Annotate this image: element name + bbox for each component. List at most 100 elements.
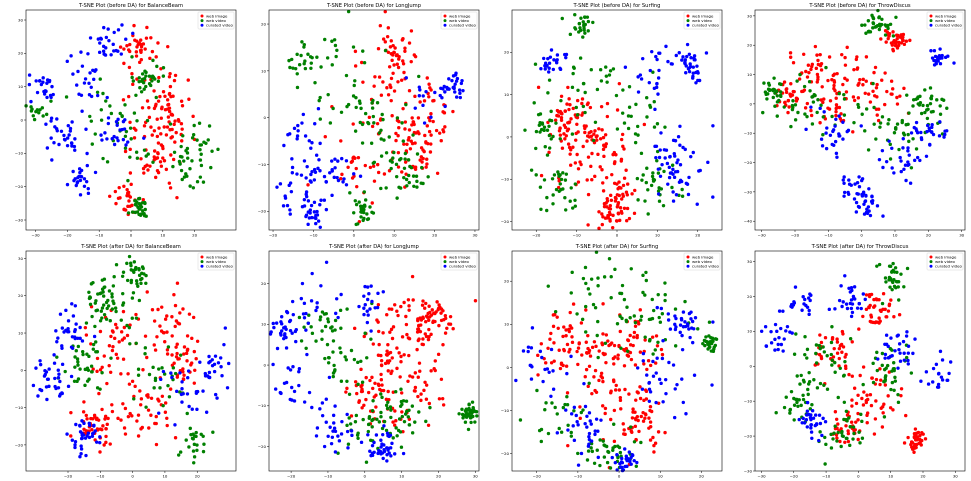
data-point — [93, 170, 98, 175]
data-point — [363, 331, 367, 335]
data-point — [427, 95, 431, 99]
data-point — [49, 99, 53, 103]
data-point — [673, 322, 677, 327]
data-point — [160, 105, 164, 109]
data-point — [136, 373, 141, 377]
data-point — [324, 420, 328, 424]
data-point — [324, 179, 328, 184]
data-point — [856, 96, 861, 100]
data-point — [280, 322, 284, 326]
data-point — [627, 450, 632, 454]
data-point — [945, 378, 949, 383]
data-point — [711, 320, 715, 324]
data-point — [559, 94, 564, 98]
data-point — [56, 386, 61, 390]
data-point — [107, 363, 111, 368]
data-point — [425, 157, 429, 161]
data-point — [835, 340, 840, 344]
data-point — [692, 373, 697, 377]
data-point — [825, 354, 829, 358]
data-point — [620, 465, 624, 470]
data-point — [413, 141, 417, 145]
data-point — [552, 341, 556, 345]
data-point — [74, 322, 78, 326]
data-point — [828, 133, 833, 137]
data-point — [655, 149, 660, 154]
data-point — [881, 411, 885, 415]
data-point — [583, 15, 587, 19]
data-point — [659, 381, 663, 386]
data-point — [890, 92, 894, 96]
data-point — [353, 199, 357, 203]
data-point — [802, 421, 807, 425]
data-point — [425, 76, 429, 80]
data-point — [536, 353, 540, 358]
data-point — [652, 443, 656, 448]
data-point — [692, 58, 696, 62]
data-point — [314, 434, 319, 438]
data-point — [789, 82, 793, 86]
data-point — [602, 443, 606, 447]
data-point — [318, 141, 322, 146]
data-point — [842, 400, 847, 404]
data-point — [871, 361, 875, 366]
data-point — [339, 350, 343, 355]
data-point — [368, 205, 372, 209]
data-point — [286, 132, 290, 137]
data-point — [884, 333, 889, 337]
data-point — [126, 414, 131, 419]
data-point — [389, 52, 393, 56]
data-point — [858, 441, 862, 445]
data-point — [689, 317, 693, 321]
data-point — [564, 328, 568, 332]
data-point — [601, 302, 605, 306]
data-point — [795, 79, 799, 83]
y-tick-label: −10 — [258, 403, 267, 408]
data-point — [648, 405, 653, 409]
data-point — [388, 433, 393, 437]
data-point — [324, 311, 328, 316]
data-point — [610, 172, 614, 177]
data-point — [765, 97, 769, 101]
data-point — [346, 446, 350, 450]
data-point — [909, 371, 914, 375]
data-point — [814, 343, 819, 347]
data-point — [190, 336, 194, 341]
data-point — [641, 359, 645, 363]
data-point — [879, 406, 883, 410]
data-point — [882, 402, 886, 406]
data-point — [833, 307, 837, 311]
data-point — [940, 53, 944, 58]
data-point — [177, 119, 181, 123]
data-point — [71, 314, 76, 318]
data-point — [539, 127, 544, 132]
data-point — [393, 423, 397, 427]
data-point — [844, 90, 849, 94]
data-point — [431, 319, 436, 323]
data-point — [681, 310, 686, 314]
data-point — [425, 162, 429, 166]
data-point — [919, 379, 923, 383]
data-point — [919, 130, 923, 135]
data-point — [887, 139, 891, 143]
data-point — [32, 117, 37, 122]
data-point — [557, 426, 561, 431]
data-point — [172, 293, 176, 297]
data-point — [431, 99, 435, 103]
data-point — [832, 72, 837, 76]
data-point — [904, 355, 909, 360]
data-point — [353, 49, 358, 54]
data-point — [318, 407, 322, 411]
y-tick-label: −10 — [744, 399, 753, 404]
data-point — [49, 116, 54, 120]
data-point — [331, 106, 335, 111]
data-point — [170, 135, 175, 139]
data-point — [379, 93, 384, 97]
data-point — [281, 204, 286, 208]
data-point — [902, 42, 907, 47]
data-point — [662, 169, 666, 174]
data-point — [365, 217, 370, 222]
data-point — [542, 125, 547, 129]
data-point — [419, 146, 424, 150]
data-point — [576, 346, 581, 350]
